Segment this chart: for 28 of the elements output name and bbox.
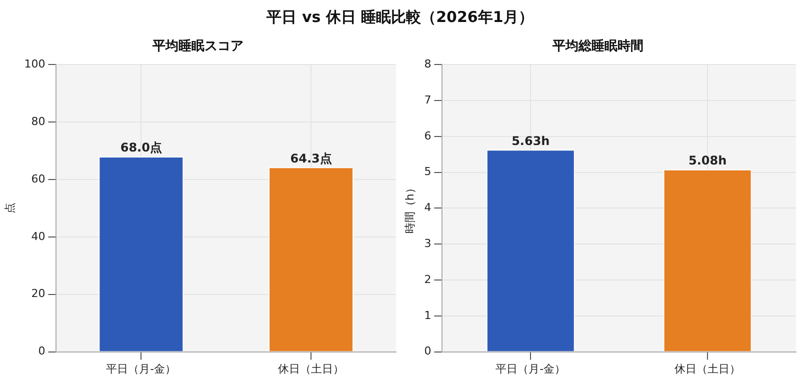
y-tick-label: 20 (31, 287, 46, 300)
y-tick-label: 6 (424, 129, 432, 142)
y-tick-label: 1 (424, 308, 432, 322)
y-tick-label: 0 (424, 344, 432, 358)
y-tick-label: 3 (424, 236, 432, 250)
y-tick-label: 60 (31, 172, 46, 186)
data-label: 68.0点 (120, 140, 162, 155)
x-tick-label: 平日（月-金） (496, 362, 566, 376)
x-tick-label: 平日（月-金） (106, 362, 176, 376)
text: 平日 vs 休日 睡眠比較（2026年1月） (266, 7, 534, 28)
y-tick-label: 80 (31, 114, 46, 128)
data-label: 64.3点 (290, 151, 332, 166)
x-tick-label: 休日（土日） (674, 362, 741, 376)
chart-title: 平均総睡眠時間 (552, 38, 644, 54)
y-tick-label: 100 (24, 57, 46, 70)
y-tick-label: 5 (424, 165, 432, 178)
y-tick-label: 2 (424, 272, 432, 286)
data-label: 5.63h (512, 134, 550, 148)
y-axis-title: 点 (3, 202, 16, 214)
y-tick-label: 4 (424, 201, 432, 214)
chart-title: 平均睡眠スコア (152, 38, 244, 54)
y-tick-label: 0 (38, 344, 46, 358)
y-axis-title: 時間（h） (403, 182, 416, 234)
x-tick-label: 休日（土日） (278, 362, 344, 376)
y-tick-label: 40 (31, 230, 46, 243)
y-tick-label: 8 (424, 57, 432, 70)
y-tick-label: 7 (424, 93, 432, 106)
data-label: 5.08h (688, 154, 727, 168)
